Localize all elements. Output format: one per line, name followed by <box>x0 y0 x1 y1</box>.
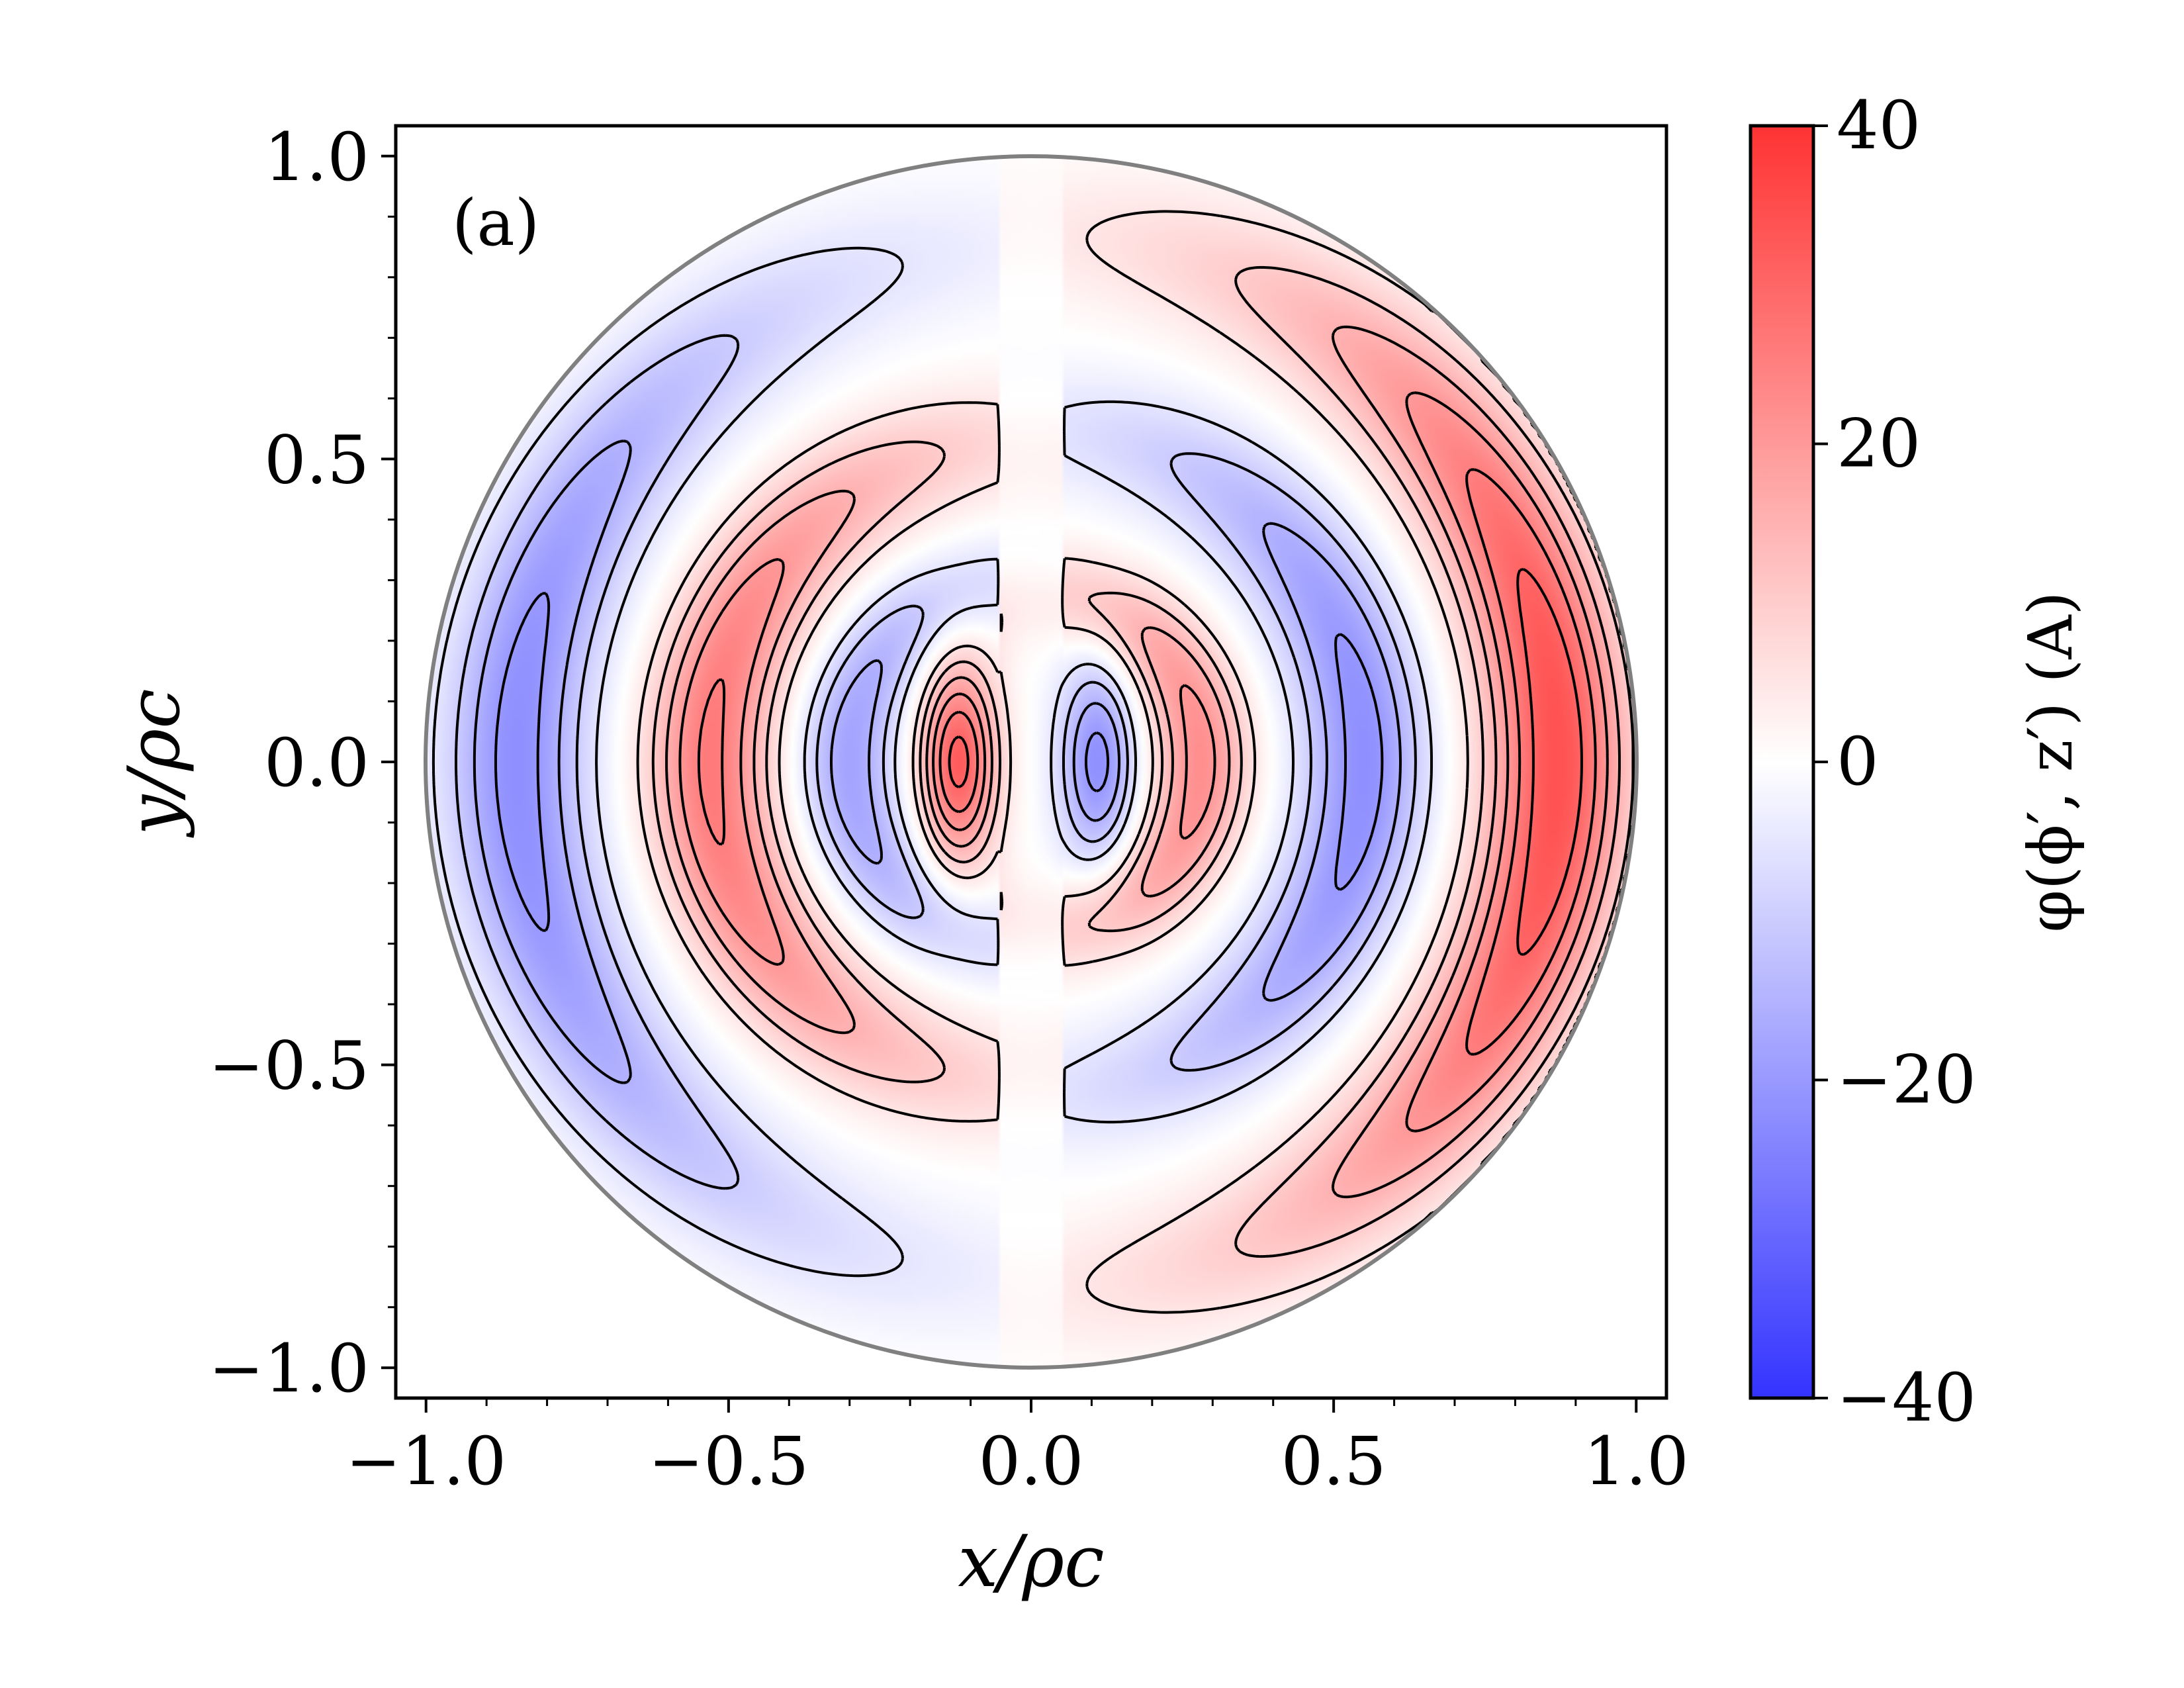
disk-boundary <box>424 154 1639 1370</box>
y-tick-label: −1.0 <box>208 1330 369 1407</box>
contour-positive <box>697 468 1597 1056</box>
x-tick-label: −0.5 <box>648 1423 809 1500</box>
contour-negative <box>494 592 1384 932</box>
colorbar-tick-label: 0 <box>1837 723 1879 800</box>
x-tick-label: 1.0 <box>1584 1423 1689 1500</box>
colorbar-ticks: −40 −20 0 20 40 <box>1813 87 1976 1436</box>
contour-negative <box>455 334 1417 1190</box>
colorbar-label: φ(ϕ′, z′) (A) <box>2015 591 2086 932</box>
y-tick-label: −0.5 <box>208 1027 369 1105</box>
plot-area: (a) <box>394 124 1668 1400</box>
y-tick-label: 0.5 <box>264 421 369 498</box>
colorbar-tick-label: 40 <box>1837 87 1921 164</box>
y-tick-label: 1.0 <box>264 118 369 196</box>
contour-negative <box>432 246 1433 1278</box>
y-axis-label: y/ρc <box>113 688 196 838</box>
x-axis-label: x/ρc <box>958 1521 1104 1603</box>
colorbar-tick-label: −20 <box>1837 1041 1976 1119</box>
contour-positive <box>651 265 1635 1258</box>
colorbar-gradient <box>1751 126 1813 1398</box>
colorbar-tick-label: −40 <box>1837 1359 1976 1436</box>
y-tick-label: 0.0 <box>264 724 369 802</box>
contour-negative <box>473 440 1402 1084</box>
field-heatmap <box>426 156 1637 1368</box>
x-tick-label: 0.0 <box>978 1423 1083 1500</box>
x-tick-label: 0.5 <box>1281 1423 1387 1500</box>
contour-positive <box>665 325 1621 1199</box>
y-axis: −1.0 −0.5 0.0 0.5 1.0 <box>208 118 396 1407</box>
colorbar: −40 −20 0 20 40 φ(ϕ′, z′) (A) <box>1749 87 2086 1436</box>
x-tick-label: −1.0 <box>345 1423 506 1500</box>
contour-lines <box>432 210 1636 1314</box>
panel-label: (a) <box>452 186 539 260</box>
colorbar-tick-label: 20 <box>1837 405 1921 483</box>
contour-positive <box>678 391 1609 1133</box>
x-axis: −1.0 −0.5 0.0 0.5 1.0 <box>345 1398 1689 1500</box>
contour-positive <box>948 567 1583 957</box>
